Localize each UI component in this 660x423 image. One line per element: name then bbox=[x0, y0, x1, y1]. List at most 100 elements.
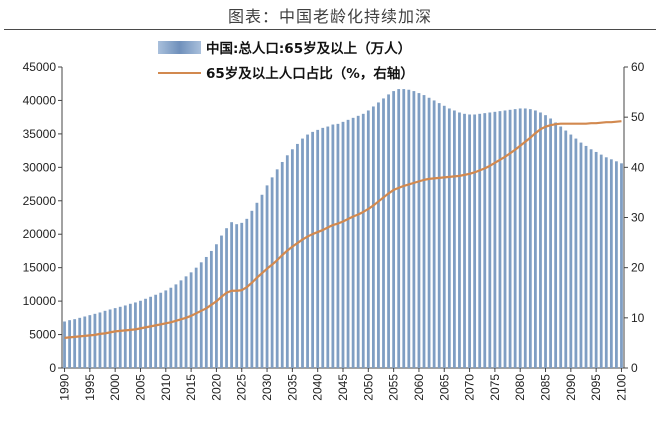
bar bbox=[528, 109, 532, 368]
bar bbox=[78, 317, 82, 368]
bar bbox=[174, 284, 178, 368]
bar bbox=[108, 309, 112, 368]
bar bbox=[417, 93, 421, 368]
bar bbox=[240, 222, 244, 368]
y-left-tick-label: 15000 bbox=[23, 261, 57, 275]
bar bbox=[118, 306, 122, 368]
bar bbox=[432, 100, 436, 368]
bar bbox=[73, 319, 77, 368]
bar bbox=[351, 117, 355, 368]
bar bbox=[483, 113, 487, 368]
bar bbox=[604, 157, 608, 368]
x-tick-label: 2035 bbox=[285, 374, 299, 401]
y-right-tick-label: 20 bbox=[631, 261, 645, 275]
x-tick-label: 2090 bbox=[564, 374, 578, 401]
bar bbox=[255, 202, 259, 368]
bar bbox=[144, 298, 147, 368]
y-right-tick-label: 50 bbox=[631, 110, 645, 124]
bar bbox=[225, 228, 228, 368]
bar bbox=[301, 138, 304, 368]
series-line bbox=[64, 120, 622, 339]
bar bbox=[326, 126, 330, 368]
bar bbox=[407, 89, 411, 369]
bar bbox=[98, 312, 102, 368]
bar bbox=[559, 126, 563, 368]
y-left-tick-label: 45000 bbox=[23, 60, 57, 74]
bar bbox=[620, 163, 623, 368]
bar bbox=[493, 111, 497, 368]
bar bbox=[169, 287, 173, 368]
bar bbox=[189, 272, 193, 368]
x-tick-label: 2030 bbox=[260, 374, 274, 401]
x-tick-label: 2055 bbox=[387, 374, 401, 401]
bar bbox=[392, 91, 396, 368]
y-left-tick-label: 25000 bbox=[23, 194, 57, 208]
bar bbox=[139, 300, 142, 368]
bar bbox=[498, 111, 502, 368]
bar bbox=[280, 161, 284, 368]
bar bbox=[275, 169, 279, 368]
bar bbox=[397, 89, 401, 368]
bar bbox=[599, 154, 603, 368]
bar bbox=[164, 290, 168, 368]
bar bbox=[204, 256, 208, 368]
bar bbox=[245, 218, 249, 368]
bar bbox=[523, 108, 527, 369]
bar bbox=[306, 134, 309, 368]
bar bbox=[194, 267, 198, 368]
bar bbox=[230, 222, 234, 368]
x-tick-label: 1995 bbox=[83, 374, 97, 401]
bar bbox=[427, 97, 431, 368]
bar bbox=[209, 250, 213, 368]
x-tick-label: 2080 bbox=[513, 374, 527, 401]
bar bbox=[321, 127, 325, 368]
bar bbox=[589, 149, 593, 368]
bar bbox=[564, 130, 568, 368]
x-tick-label: 2065 bbox=[437, 374, 451, 401]
bar bbox=[518, 108, 522, 369]
bar bbox=[473, 114, 477, 368]
bar bbox=[574, 138, 578, 368]
bar bbox=[609, 159, 613, 368]
y-left-tick-label: 5000 bbox=[29, 328, 56, 342]
bar bbox=[235, 224, 239, 368]
bar bbox=[154, 294, 158, 368]
bar bbox=[336, 123, 340, 368]
bar bbox=[447, 108, 451, 369]
bar bbox=[387, 94, 390, 369]
bar bbox=[402, 89, 406, 368]
bar bbox=[346, 119, 350, 368]
bar bbox=[311, 131, 315, 368]
bar bbox=[296, 143, 299, 368]
bar bbox=[123, 305, 127, 368]
bar bbox=[488, 112, 492, 369]
bar bbox=[503, 110, 507, 368]
bar bbox=[569, 134, 573, 368]
x-tick-label: 1990 bbox=[58, 374, 72, 401]
y-left-tick-label: 20000 bbox=[23, 227, 57, 241]
bar bbox=[316, 129, 320, 368]
bar bbox=[134, 302, 137, 368]
x-tick-label: 2045 bbox=[336, 374, 350, 401]
x-tick-label: 2095 bbox=[589, 374, 603, 401]
bar bbox=[215, 244, 218, 368]
bar bbox=[68, 320, 71, 368]
y-left-tick-label: 40000 bbox=[23, 93, 57, 107]
bar bbox=[341, 121, 345, 368]
bar bbox=[83, 316, 87, 368]
x-tick-label: 2000 bbox=[108, 374, 122, 401]
bar bbox=[584, 145, 588, 368]
x-tick-label: 2020 bbox=[209, 374, 223, 401]
chart-title: 图表：中国老龄化持续加深 bbox=[227, 7, 432, 26]
bar bbox=[615, 161, 618, 368]
y-right-tick-label: 60 bbox=[631, 60, 645, 74]
bar bbox=[442, 105, 446, 368]
bar bbox=[184, 276, 188, 368]
x-tick-label: 2070 bbox=[463, 374, 477, 401]
bar bbox=[265, 185, 269, 368]
bar bbox=[478, 113, 482, 368]
bar bbox=[331, 124, 335, 368]
x-tick-label: 2085 bbox=[539, 374, 553, 401]
bar bbox=[579, 142, 583, 368]
